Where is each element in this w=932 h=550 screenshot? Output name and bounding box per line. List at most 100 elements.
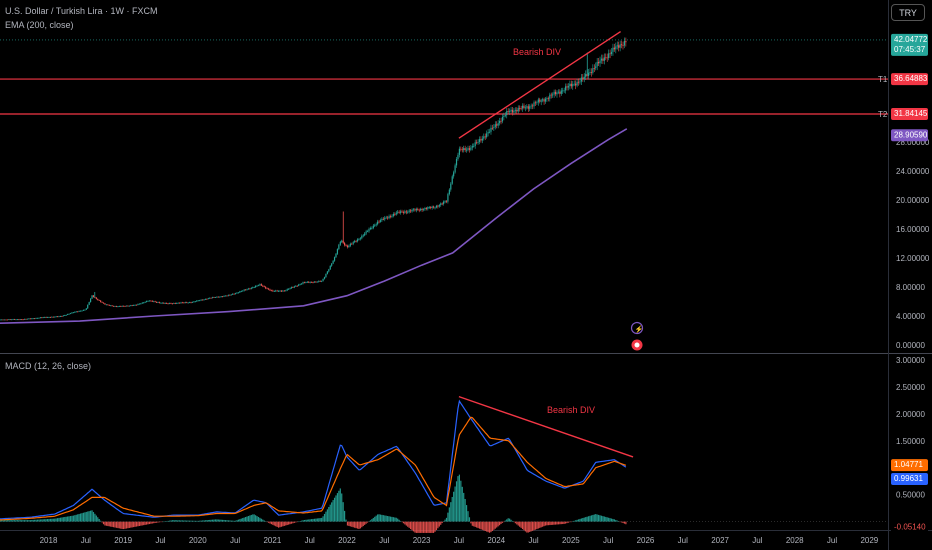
candle-body[interactable]: [364, 233, 366, 236]
candle-body[interactable]: [65, 314, 67, 316]
candle-body[interactable]: [118, 306, 120, 307]
candle-body[interactable]: [213, 297, 215, 298]
candle-body[interactable]: [379, 220, 382, 222]
candle-body[interactable]: [599, 60, 601, 64]
candle-body[interactable]: [524, 107, 527, 109]
candle-body[interactable]: [78, 310, 80, 312]
candle-body[interactable]: [46, 317, 49, 318]
candle-body[interactable]: [303, 282, 306, 284]
candle-body[interactable]: [164, 303, 166, 304]
candle-body[interactable]: [567, 86, 570, 88]
candle-body[interactable]: [519, 107, 521, 109]
candle-body[interactable]: [490, 127, 492, 132]
candle-body[interactable]: [87, 304, 89, 309]
candle-body[interactable]: [444, 201, 446, 203]
candle-body[interactable]: [431, 206, 433, 208]
candle-body[interactable]: [556, 92, 558, 95]
candle-body[interactable]: [566, 86, 568, 88]
candle-body[interactable]: [206, 298, 208, 300]
candle-body[interactable]: [236, 292, 238, 294]
currency-button[interactable]: TRY: [891, 4, 925, 21]
candle-body[interactable]: [310, 282, 313, 283]
candle-body[interactable]: [435, 205, 438, 208]
candle-body[interactable]: [460, 148, 462, 150]
candle-body[interactable]: [494, 124, 496, 128]
candle-body[interactable]: [455, 159, 458, 166]
candle-body[interactable]: [21, 319, 23, 321]
candle-body[interactable]: [131, 305, 133, 307]
candle-body[interactable]: [242, 290, 244, 292]
signal-line[interactable]: [0, 416, 627, 521]
candle-body[interactable]: [422, 209, 425, 211]
candle-body[interactable]: [536, 102, 538, 104]
candle-body[interactable]: [546, 98, 548, 100]
candle-body[interactable]: [98, 300, 100, 301]
macd-line[interactable]: [0, 399, 627, 520]
candle-body[interactable]: [583, 76, 585, 80]
candle-body[interactable]: [194, 301, 196, 303]
candle-body[interactable]: [397, 211, 399, 213]
candle-body[interactable]: [85, 308, 87, 310]
candle-body[interactable]: [440, 203, 442, 205]
candle-body[interactable]: [247, 288, 250, 290]
candle-body[interactable]: [74, 311, 76, 313]
candle-body[interactable]: [618, 45, 620, 48]
candle-body[interactable]: [312, 282, 314, 283]
candle-body[interactable]: [232, 293, 234, 295]
candle-body[interactable]: [2, 319, 4, 321]
candle-body[interactable]: [488, 131, 491, 133]
candle-body[interactable]: [101, 301, 103, 303]
candle-body[interactable]: [412, 209, 415, 211]
candle-body[interactable]: [438, 204, 440, 207]
macd-trendline[interactable]: [458, 395, 634, 458]
candle-body[interactable]: [56, 316, 59, 318]
candle-body[interactable]: [481, 138, 483, 141]
candle-body[interactable]: [59, 316, 62, 317]
candle-body[interactable]: [343, 242, 346, 246]
candle-body[interactable]: [227, 294, 229, 296]
candle-body[interactable]: [217, 296, 219, 298]
candle-body[interactable]: [336, 249, 339, 254]
candle-body[interactable]: [544, 98, 547, 102]
candle-body[interactable]: [592, 68, 594, 73]
candle-body[interactable]: [366, 231, 369, 233]
candle-body[interactable]: [401, 211, 403, 213]
candle-body[interactable]: [234, 293, 237, 295]
candle-body[interactable]: [517, 107, 519, 112]
candle-body[interactable]: [540, 100, 542, 102]
candle-body[interactable]: [415, 208, 417, 211]
candle-body[interactable]: [272, 290, 274, 292]
candle-body[interactable]: [553, 91, 555, 95]
candle-body[interactable]: [1, 319, 3, 321]
candle-body[interactable]: [32, 318, 34, 320]
candle-body[interactable]: [427, 207, 429, 209]
candle-body[interactable]: [498, 120, 501, 124]
candle-body[interactable]: [576, 81, 578, 86]
candle-body[interactable]: [484, 136, 486, 138]
candle-body[interactable]: [612, 47, 614, 52]
ema-indicator-label[interactable]: EMA (200, close): [5, 20, 74, 30]
candle-body[interactable]: [138, 303, 140, 305]
candle-body[interactable]: [75, 311, 77, 313]
candle-body[interactable]: [226, 295, 228, 297]
candle-body[interactable]: [23, 318, 26, 320]
candle-body[interactable]: [42, 317, 44, 319]
candle-body[interactable]: [420, 208, 422, 211]
candle-body[interactable]: [372, 225, 374, 228]
candle-body[interactable]: [564, 86, 567, 91]
candle-body[interactable]: [114, 306, 116, 307]
candle-body[interactable]: [282, 290, 284, 292]
candle-body[interactable]: [579, 81, 581, 83]
candle-body[interactable]: [473, 146, 475, 147]
candle-body[interactable]: [305, 282, 307, 284]
candle-body[interactable]: [382, 218, 384, 220]
candle-body[interactable]: [352, 242, 354, 244]
candle-body[interactable]: [369, 228, 372, 230]
candle-body[interactable]: [345, 245, 347, 246]
candle-body[interactable]: [95, 297, 97, 299]
candle-body[interactable]: [437, 205, 439, 207]
flash-icon[interactable]: [630, 321, 644, 335]
candle-body[interactable]: [580, 77, 582, 82]
candle-body[interactable]: [97, 298, 99, 301]
